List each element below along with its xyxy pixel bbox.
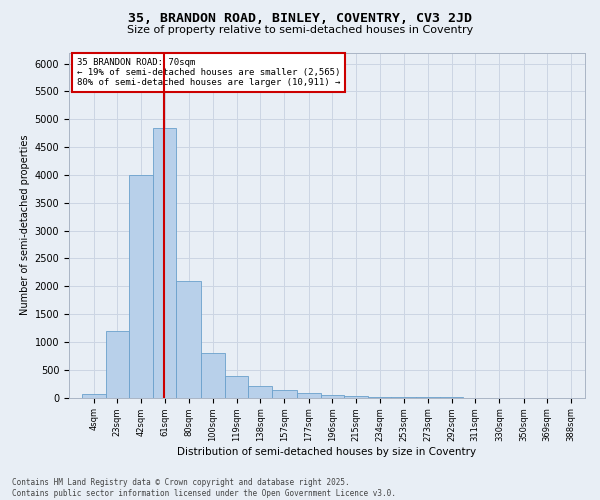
Text: Size of property relative to semi-detached houses in Coventry: Size of property relative to semi-detach… bbox=[127, 25, 473, 35]
Bar bbox=[129, 175, 153, 398]
Text: 35 BRANDON ROAD: 70sqm
← 19% of semi-detached houses are smaller (2,565)
80% of : 35 BRANDON ROAD: 70sqm ← 19% of semi-det… bbox=[77, 58, 340, 88]
Bar bbox=[297, 393, 320, 398]
Bar bbox=[201, 353, 225, 398]
Bar bbox=[82, 394, 106, 398]
Bar bbox=[368, 397, 391, 398]
Bar bbox=[153, 128, 176, 398]
Bar bbox=[176, 280, 201, 398]
X-axis label: Distribution of semi-detached houses by size in Coventry: Distribution of semi-detached houses by … bbox=[178, 447, 476, 457]
Y-axis label: Number of semi-detached properties: Number of semi-detached properties bbox=[20, 134, 31, 316]
Bar bbox=[106, 330, 129, 398]
Bar bbox=[344, 396, 368, 398]
Text: Contains HM Land Registry data © Crown copyright and database right 2025.
Contai: Contains HM Land Registry data © Crown c… bbox=[12, 478, 396, 498]
Bar bbox=[320, 394, 344, 398]
Bar bbox=[272, 390, 297, 398]
Bar bbox=[225, 376, 248, 398]
Bar bbox=[248, 386, 272, 398]
Text: 35, BRANDON ROAD, BINLEY, COVENTRY, CV3 2JD: 35, BRANDON ROAD, BINLEY, COVENTRY, CV3 … bbox=[128, 12, 472, 26]
